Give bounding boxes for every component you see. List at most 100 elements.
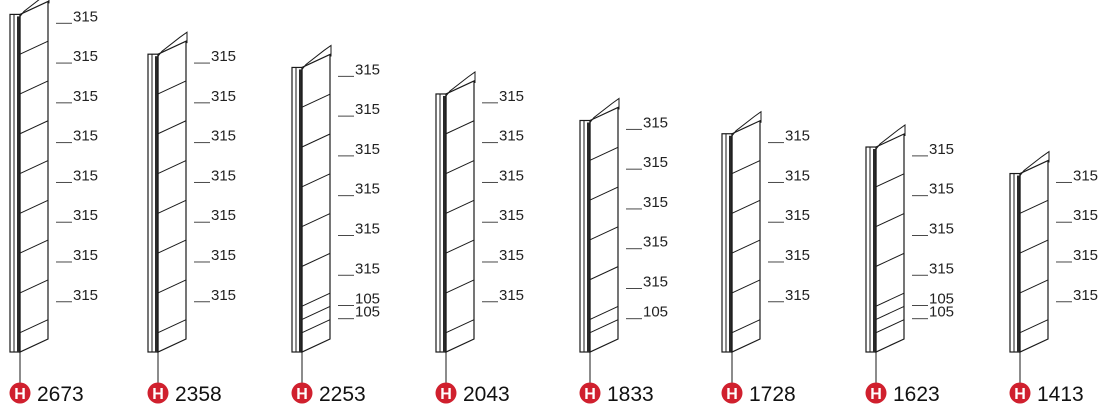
segment-label: 315: [1073, 167, 1098, 184]
segment-divider: [589, 266, 619, 281]
segment-divider: [19, 40, 49, 55]
segment-label: 315: [499, 207, 524, 224]
panel-height-value: 1413: [1037, 383, 1084, 406]
segment-label: 315: [211, 287, 236, 304]
segment-divider: [875, 252, 905, 267]
height-badge-letter: H: [14, 386, 26, 403]
segment-divider: [301, 292, 331, 307]
panel-2: 315 315 315 315 315 315 315 H 2358: [147, 31, 236, 406]
segment-label: 315: [73, 167, 98, 184]
panel-side-face: [301, 53, 331, 353]
height-badge-icon: [291, 382, 313, 404]
segment-label: 315: [73, 8, 98, 25]
panel-top-cap: [589, 97, 620, 123]
segment-label: 315: [643, 154, 668, 171]
segment-label: 315: [643, 274, 668, 291]
panel-top-cap: [301, 44, 332, 70]
post-groove: [155, 56, 158, 352]
segment-divider: [301, 213, 331, 228]
post-groove: [17, 16, 20, 353]
segment-divider: [301, 133, 331, 148]
segment-divider: [875, 305, 905, 320]
height-badge-letter: H: [584, 386, 596, 403]
segment-label: 315: [73, 88, 98, 105]
segment-label: 315: [929, 141, 954, 158]
panel-height-value: 1833: [607, 383, 654, 406]
panel-top-cap: [731, 110, 762, 137]
segment-divider: [731, 239, 761, 254]
segment-divider: [19, 319, 49, 334]
segment-label: 315: [929, 220, 954, 237]
segment-label: 315: [1073, 247, 1098, 264]
segment-label: 315: [929, 181, 954, 198]
segment-label: 315: [499, 88, 524, 105]
height-badge-icon: [435, 382, 457, 404]
segment-divider: [445, 239, 475, 254]
panel-1: 315 315 315 315 315 315 315 315 H 2673: [9, 0, 98, 406]
segment-divider: [1019, 319, 1049, 334]
segment-label: 315: [211, 247, 236, 264]
segment-divider: [589, 186, 619, 201]
segment-label: 315: [211, 88, 236, 105]
segment-divider: [875, 292, 905, 307]
segment-label: 315: [211, 167, 236, 184]
segment-divider: [445, 160, 475, 174]
panel-height-value: 2253: [319, 383, 366, 406]
segment-divider: [1019, 279, 1049, 294]
panel-top-cap: [1019, 150, 1050, 176]
panel-height-value: 2358: [175, 383, 222, 406]
segment-divider: [1019, 239, 1049, 254]
segment-divider: [157, 120, 187, 135]
segment-label: 315: [643, 194, 668, 211]
segment-divider: [157, 199, 187, 214]
segment-label: 315: [73, 128, 98, 145]
post-groove: [873, 149, 876, 352]
post-groove: [443, 95, 446, 352]
segment-label: 315: [73, 48, 98, 65]
height-badge-letter: H: [296, 386, 308, 403]
segment-label: 315: [355, 141, 380, 158]
segment-divider: [731, 199, 761, 214]
panel-top-cap: [875, 124, 906, 150]
segment-divider: [589, 146, 619, 161]
segment-label: 315: [499, 247, 524, 264]
segment-label: 315: [355, 260, 380, 277]
height-badge-icon: [579, 382, 601, 404]
height-badge-icon: [147, 382, 169, 404]
segment-divider: [19, 160, 49, 174]
segment-divider: [301, 305, 331, 320]
panel-8: 315 315 315 315 H 1413: [1009, 150, 1098, 406]
segment-label: 315: [785, 287, 810, 304]
segment-divider: [445, 279, 475, 294]
segment-label: 315: [355, 61, 380, 78]
segment-divider: [445, 319, 475, 334]
segment-divider: [301, 93, 331, 108]
segment-label: 315: [785, 207, 810, 224]
segment-label: 315: [1073, 287, 1098, 304]
panel-top-cap: [157, 31, 188, 57]
height-badge-letter: H: [870, 386, 882, 403]
segment-divider: [589, 305, 619, 320]
segment-divider: [731, 319, 761, 334]
panel-top-cap: [19, 0, 50, 17]
segment-label: 315: [785, 167, 810, 184]
height-badge-icon: [1009, 382, 1031, 404]
segment-label: 315: [499, 167, 524, 184]
segment-divider: [589, 226, 619, 241]
segment-label: 315: [643, 114, 668, 131]
segment-divider: [19, 239, 49, 254]
segment-label: 315: [929, 260, 954, 277]
panel-top-cap: [445, 70, 476, 97]
segment-label: 315: [355, 220, 380, 237]
panel-6: 315 315 315 315 315 H 1728: [721, 110, 810, 406]
segment-divider: [19, 120, 49, 135]
height-badge-letter: H: [1014, 386, 1026, 403]
height-badge-icon: [721, 382, 743, 404]
panel-4: 315 315 315 315 315 315 H 2043: [435, 70, 524, 406]
post-groove: [1017, 175, 1020, 352]
height-badge-letter: H: [152, 386, 164, 403]
segment-divider: [19, 279, 49, 294]
segment-divider: [19, 199, 49, 214]
segment-divider: [19, 80, 49, 95]
